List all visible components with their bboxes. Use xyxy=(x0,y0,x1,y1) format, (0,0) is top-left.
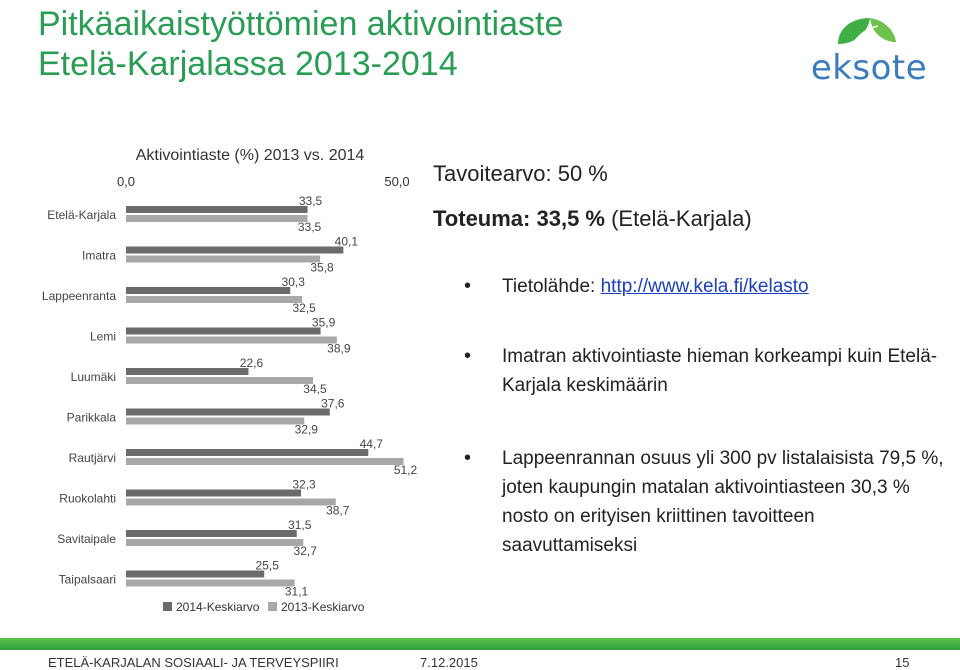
data-label: 31,5 xyxy=(288,518,312,532)
bar-2013 xyxy=(126,336,337,344)
bar-2013 xyxy=(126,458,404,465)
data-label: 38,7 xyxy=(326,504,350,518)
footer-bar xyxy=(0,638,960,650)
data-label: 51,2 xyxy=(394,463,418,477)
footer-org: ETELÄ-KARJALAN SOSIAALI- JA TERVEYSPIIRI xyxy=(48,655,339,670)
bar-2014 xyxy=(126,449,369,456)
axis-tick-max: 50,0 xyxy=(384,174,409,189)
eksote-logo: eksote xyxy=(808,12,930,90)
legend-swatch xyxy=(163,602,172,611)
bar-2014 xyxy=(126,246,344,254)
bar-2013 xyxy=(126,579,295,587)
source-link[interactable]: http://www.kela.fi/kelasto xyxy=(600,276,809,297)
chart-legend: 2014-Keskiarvo 2013-Keskiarvo xyxy=(163,600,365,614)
data-label: 35,8 xyxy=(310,261,334,275)
category-label: Etelä-Karjala xyxy=(47,208,116,222)
category-label: Luumäki xyxy=(71,370,116,384)
bar-2014 xyxy=(126,287,291,294)
bar-2014 xyxy=(126,570,265,578)
category-label: Savitaipale xyxy=(57,532,116,546)
category-label: Imatra xyxy=(82,249,116,263)
bar-2014 xyxy=(126,206,308,213)
footer-page-number: 15 xyxy=(895,655,910,670)
data-label: 32,9 xyxy=(295,423,319,437)
bullet-source: Tietolähde: http://www.kela.fi/kelasto xyxy=(464,272,952,301)
axis-tick-min: 0,0 xyxy=(117,174,135,189)
bullet-lappeenranta: Lappeenrannan osuus yli 300 pv listalais… xyxy=(464,444,952,560)
page-title: Pitkäaikaistyöttömien aktivointiaste Ete… xyxy=(38,4,563,84)
data-label: 44,7 xyxy=(360,437,384,451)
bar-2013 xyxy=(126,539,304,546)
data-label: 35,9 xyxy=(312,316,336,330)
category-label: Lappeenranta xyxy=(42,289,116,303)
data-label: 33,5 xyxy=(299,194,323,208)
legend-swatch xyxy=(268,602,277,611)
target-value: Tavoitearvo: 50 % xyxy=(433,161,608,186)
category-label: Parikkala xyxy=(67,411,117,425)
bar-2013 xyxy=(126,255,321,263)
data-label: 32,5 xyxy=(292,301,316,315)
data-label: 32,3 xyxy=(292,478,316,492)
source-prefix: Tietolähde: xyxy=(502,276,601,297)
bar-2013 xyxy=(126,215,308,222)
actual-value-bold: Toteuma: 33,5 % xyxy=(433,206,605,231)
legend-label: 2014-Keskiarvo xyxy=(176,600,260,614)
data-label: 30,3 xyxy=(282,275,306,289)
data-label: 40,1 xyxy=(335,235,359,249)
data-label: 33,5 xyxy=(298,220,322,234)
bar-2013 xyxy=(126,417,305,425)
bar-2014 xyxy=(126,368,249,375)
bullet-imatra: Imatran aktivointiaste hieman korkeampi … xyxy=(464,342,952,400)
category-label: Ruokolahti xyxy=(59,492,116,506)
title-line-2: Etelä-Karjalassa 2013-2014 xyxy=(38,45,458,83)
bar-2014 xyxy=(126,489,302,497)
title-line-1: Pitkäaikaistyöttömien aktivointiaste xyxy=(38,5,564,43)
category-label: Taipalsaari xyxy=(59,573,116,587)
eksote-leaf-logo-icon xyxy=(838,18,896,44)
category-label: Rautjärvi xyxy=(69,451,116,465)
data-label: 22,6 xyxy=(240,356,264,370)
data-label: 32,7 xyxy=(294,544,318,558)
bar-2013 xyxy=(126,296,303,303)
data-label: 38,9 xyxy=(327,342,351,356)
bar-2014 xyxy=(126,530,297,537)
actual-value-region: (Etelä-Karjala) xyxy=(604,206,752,231)
actual-value: Toteuma: 33,5 % (Etelä-Karjala) xyxy=(433,205,752,233)
logo-text: eksote xyxy=(810,48,928,88)
bar-2014 xyxy=(126,327,321,335)
legend-label: 2013-Keskiarvo xyxy=(281,600,365,614)
data-label: 34,5 xyxy=(303,382,327,396)
bar-2014 xyxy=(126,408,330,416)
category-label: Lemi xyxy=(90,330,116,344)
activation-rate-chart: Aktivointiaste (%) 2013 vs. 2014 0,0 50,… xyxy=(42,147,418,614)
footer-date: 7.12.2015 xyxy=(420,655,478,670)
data-label: 25,5 xyxy=(256,559,280,573)
chart-title: Aktivointiaste (%) 2013 vs. 2014 xyxy=(136,147,365,164)
bar-2013 xyxy=(126,377,313,384)
data-label: 37,6 xyxy=(321,397,345,411)
data-label: 31,1 xyxy=(285,585,309,599)
bar-2013 xyxy=(126,498,336,506)
